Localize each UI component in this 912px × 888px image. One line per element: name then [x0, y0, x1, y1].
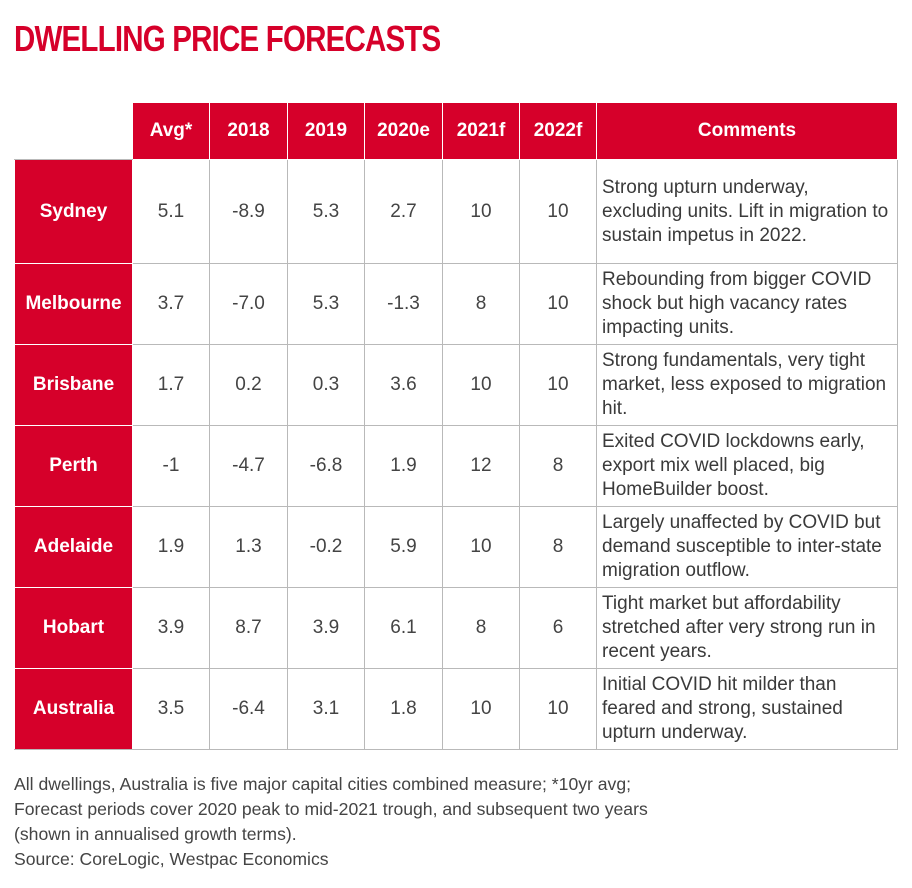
table-cell: 10: [442, 668, 520, 750]
table-cell: 3.5: [132, 668, 210, 750]
table-cell: 3.1: [287, 668, 365, 750]
source-line: Source: CoreLogic, Westpac Economics: [14, 849, 329, 869]
table-row: Brisbane 1.7 0.2 0.3 3.6 10 10 Strong fu…: [14, 344, 898, 426]
corner-cell: [14, 102, 133, 160]
column-header: 2022f: [519, 102, 597, 160]
table-cell: -8.9: [209, 159, 288, 264]
table-cell: 12: [442, 425, 520, 507]
footnote-line: (shown in annualised growth terms).: [14, 824, 297, 844]
comment-cell: Exited COVID lockdowns early, export mix…: [596, 425, 898, 507]
table-cell: -4.7: [209, 425, 288, 507]
table-row: Adelaide 1.9 1.3 -0.2 5.9 10 8 Largely u…: [14, 506, 898, 588]
comment-cell: Tight market but affordability stretched…: [596, 587, 898, 669]
table-row: Perth -1 -4.7 -6.8 1.9 12 8 Exited COVID…: [14, 425, 898, 507]
table-cell: 3.9: [287, 587, 365, 669]
table-cell: 8: [442, 587, 520, 669]
table-row: Hobart 3.9 8.7 3.9 6.1 8 6 Tight market …: [14, 587, 898, 669]
table-cell: 6: [519, 587, 597, 669]
table-cell: 2.7: [364, 159, 443, 264]
table-cell: 5.1: [132, 159, 210, 264]
footnote: All dwellings, Australia is five major c…: [14, 772, 894, 872]
comment-cell: Strong fundamentals, very tight market, …: [596, 344, 898, 426]
table-cell: 10: [519, 668, 597, 750]
table-cell: 1.9: [132, 506, 210, 588]
header-row: Avg* 2018 2019 2020e 2021f 2022f Comment…: [14, 102, 898, 160]
table-cell: -6.4: [209, 668, 288, 750]
table-cell: 1.7: [132, 344, 210, 426]
table-cell: 10: [519, 263, 597, 345]
comment-cell: Initial COVID hit milder than feared and…: [596, 668, 898, 750]
table-cell: 6.1: [364, 587, 443, 669]
table-row: Australia 3.5 -6.4 3.1 1.8 10 10 Initial…: [14, 668, 898, 750]
table-cell: 10: [442, 344, 520, 426]
table-cell: 1.8: [364, 668, 443, 750]
footnote-line: Forecast periods cover 2020 peak to mid-…: [14, 799, 648, 819]
table-cell: -7.0: [209, 263, 288, 345]
column-header: Comments: [596, 102, 898, 160]
table-cell: 0.2: [209, 344, 288, 426]
table-cell: 0.3: [287, 344, 365, 426]
table-cell: -6.8: [287, 425, 365, 507]
table-cell: -1.3: [364, 263, 443, 345]
table-cell: 10: [442, 506, 520, 588]
table-cell: 8.7: [209, 587, 288, 669]
table-cell: 5.3: [287, 263, 365, 345]
comment-cell: Strong upturn underway, excluding units.…: [596, 159, 898, 264]
footnote-line: All dwellings, Australia is five major c…: [14, 774, 632, 794]
table-cell: 10: [519, 344, 597, 426]
row-label: Sydney: [14, 159, 133, 264]
row-label: Brisbane: [14, 344, 133, 426]
column-header: 2020e: [364, 102, 443, 160]
row-label: Adelaide: [14, 506, 133, 588]
column-header: 2019: [287, 102, 365, 160]
row-label: Hobart: [14, 587, 133, 669]
table-cell: -0.2: [287, 506, 365, 588]
table-row: Melbourne 3.7 -7.0 5.3 -1.3 8 10 Rebound…: [14, 263, 898, 345]
table-cell: 1.9: [364, 425, 443, 507]
row-label: Melbourne: [14, 263, 133, 345]
table-cell: 8: [519, 506, 597, 588]
row-label: Perth: [14, 425, 133, 507]
row-label: Australia: [14, 668, 133, 750]
table-cell: 1.3: [209, 506, 288, 588]
forecast-table: Avg* 2018 2019 2020e 2021f 2022f Comment…: [14, 102, 898, 750]
table-row: Sydney 5.1 -8.9 5.3 2.7 10 10 Strong upt…: [14, 159, 898, 264]
table-cell: 3.6: [364, 344, 443, 426]
table-cell: 5.3: [287, 159, 365, 264]
comment-cell: Rebounding from bigger COVID shock but h…: [596, 263, 898, 345]
column-header: Avg*: [132, 102, 210, 160]
table-cell: 8: [442, 263, 520, 345]
table-cell: 10: [519, 159, 597, 264]
comment-cell: Largely unaffected by COVID but demand s…: [596, 506, 898, 588]
column-header: 2018: [209, 102, 288, 160]
table-cell: 3.7: [132, 263, 210, 345]
table-cell: 10: [442, 159, 520, 264]
table-cell: -1: [132, 425, 210, 507]
table-cell: 8: [519, 425, 597, 507]
column-header: 2021f: [442, 102, 520, 160]
page-title: DWELLING PRICE FORECASTS: [14, 18, 441, 59]
table-cell: 5.9: [364, 506, 443, 588]
table-cell: 3.9: [132, 587, 210, 669]
